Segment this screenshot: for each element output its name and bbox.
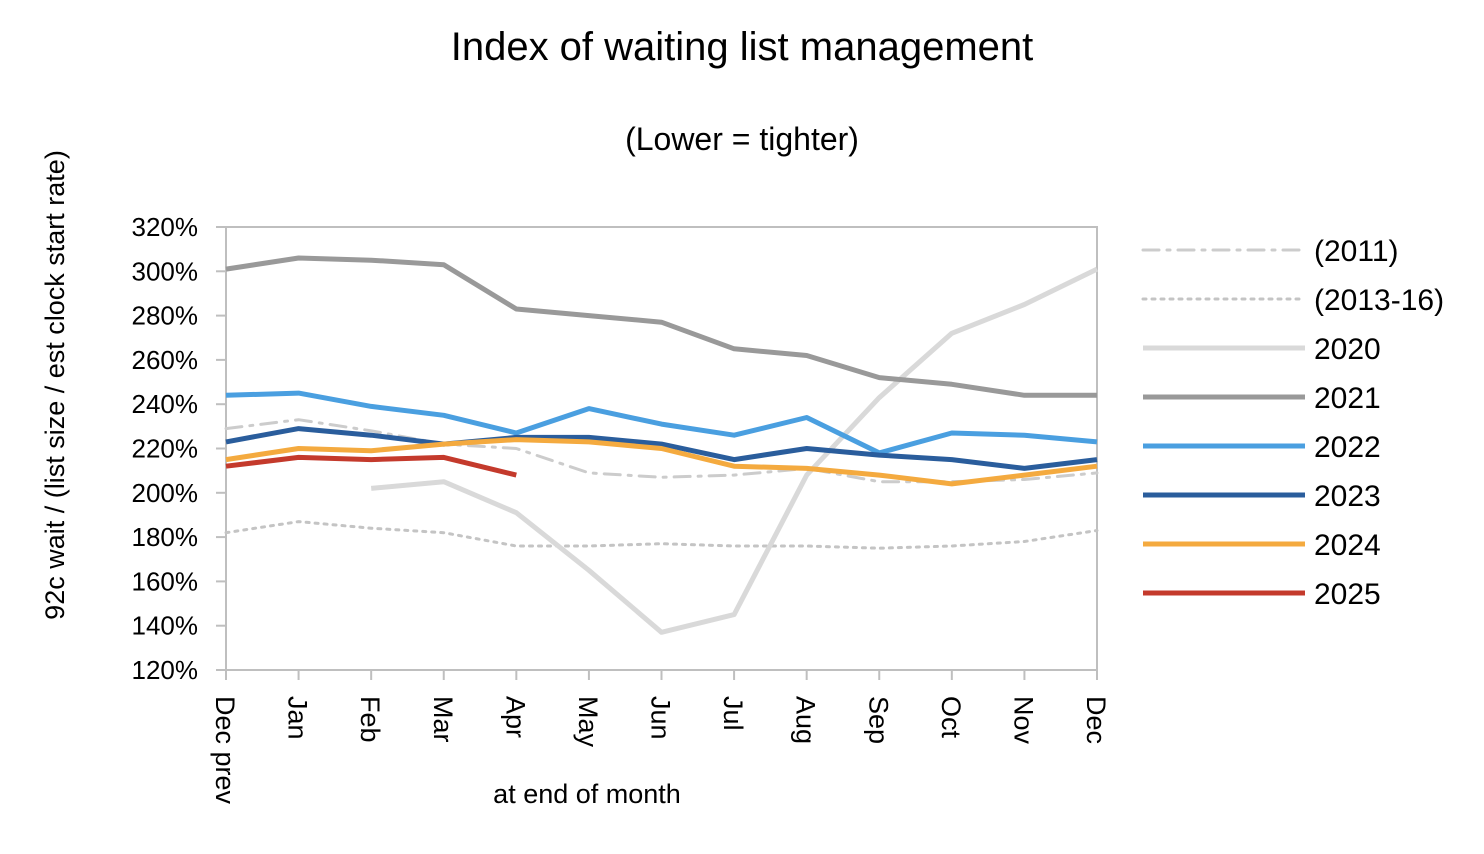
y-tick-label: 240%: [132, 389, 199, 419]
x-tick-label: Feb: [355, 696, 385, 743]
y-tick-label: 220%: [132, 434, 199, 464]
x-tick-label: Jan: [283, 696, 313, 740]
legend-label: 2021: [1314, 382, 1381, 415]
series-line-2020: [370, 266, 1099, 635]
y-tick-label: 320%: [132, 212, 199, 242]
x-tick-label: Dec prev: [210, 696, 240, 805]
series-line-2013-16: [224, 520, 1099, 550]
y-tick-label: 140%: [132, 611, 199, 641]
y-tick-label: 280%: [132, 301, 199, 331]
x-tick-label: Apr: [500, 696, 530, 738]
y-tick-label: 180%: [132, 522, 199, 552]
chart-subtitle: (Lower = tighter): [625, 121, 859, 157]
x-tick-label: Aug: [791, 696, 821, 744]
legend-label: 2024: [1314, 529, 1381, 562]
x-tick-label: May: [573, 696, 603, 748]
x-axis-label: at end of month: [493, 779, 681, 809]
series-lines: [224, 255, 1099, 635]
chart-title: Index of waiting list management: [451, 25, 1034, 69]
y-tick-label: 260%: [132, 345, 199, 375]
x-tick-label: Nov: [1008, 696, 1038, 745]
x-tick-label: Dec: [1081, 696, 1111, 744]
x-tick-label: Mar: [428, 696, 458, 743]
series-line-2021: [225, 255, 1097, 398]
x-tick-label: Jun: [646, 696, 676, 740]
y-tick-label: 300%: [132, 256, 199, 286]
y-tick-label: 160%: [132, 566, 199, 596]
legend-label: 2022: [1314, 431, 1381, 464]
legend-label: 2020: [1314, 333, 1381, 366]
legend-label: (2011): [1314, 235, 1399, 268]
x-tick-label: Oct: [936, 696, 966, 739]
legend-label: 2023: [1314, 480, 1381, 513]
series-line-2022: [225, 390, 1098, 456]
series-line-2024: [225, 437, 1098, 487]
x-tick-label: Sep: [863, 696, 893, 744]
legend: (2011) (2013-16) 2020 2021 2022 2023 2024 2025: [1141, 235, 1444, 611]
y-axis: 120% 140% 160% 180% 200% 220% 240% 260% 280% 300%…: [132, 212, 226, 685]
y-tick-label: 120%: [132, 655, 199, 685]
series-line-2023: [225, 426, 1098, 471]
y-axis-label: 92c wait / (list size / est clock start …: [40, 150, 70, 620]
x-axis: Dec prev Jan Feb Mar Apr May Jun Jul Aug Sep Oct No…: [210, 670, 1111, 805]
legend-label: 2025: [1314, 578, 1381, 611]
legend-label: (2013-16): [1314, 284, 1444, 317]
x-tick-label: Jul: [718, 696, 748, 731]
series-line-2025: [225, 454, 517, 478]
y-tick-label: 200%: [132, 478, 199, 508]
